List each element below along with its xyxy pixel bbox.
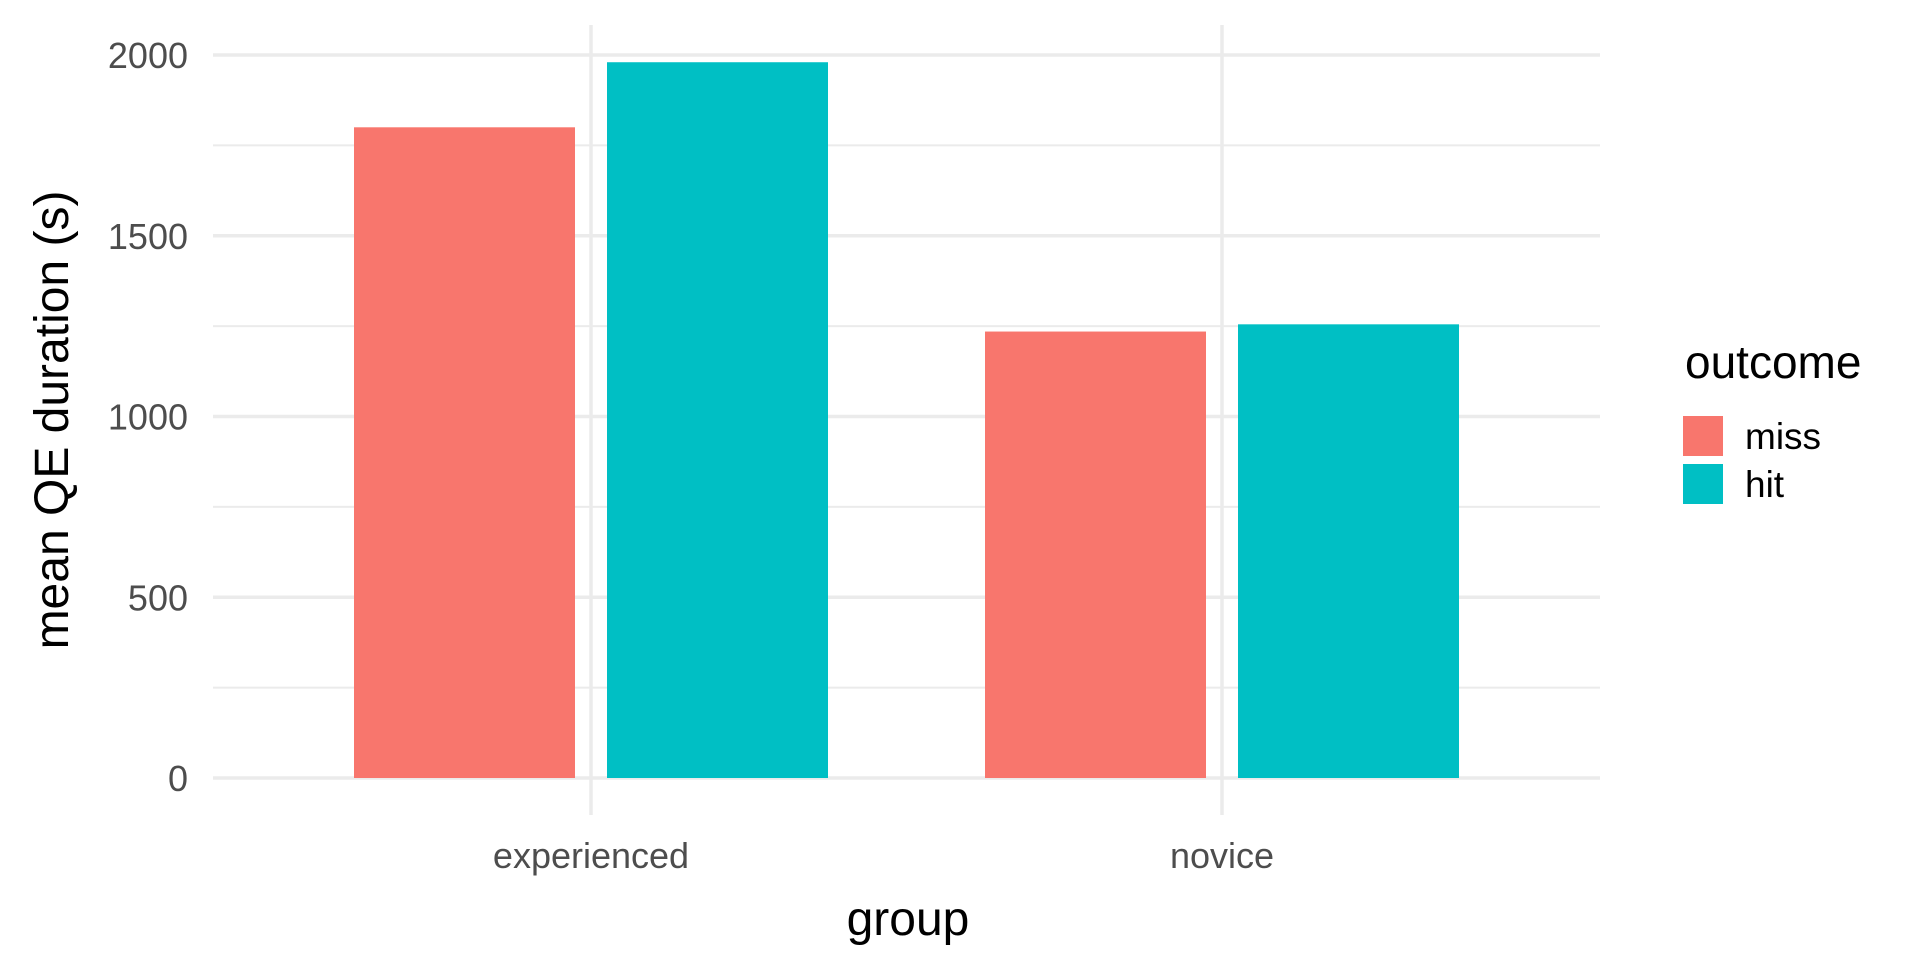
y-tick-label: 500 xyxy=(128,577,188,618)
y-axis-title: mean QE duration (s) xyxy=(26,191,79,650)
y-tick-label: 0 xyxy=(168,758,188,799)
legend-entries: miss hit xyxy=(1683,416,1821,505)
legend-key-hit xyxy=(1683,464,1723,504)
bars xyxy=(354,62,1459,779)
bar-novice-hit xyxy=(1238,324,1459,778)
legend-label-hit: hit xyxy=(1745,464,1785,505)
x-axis-ticks: experienced novice xyxy=(493,835,1274,876)
x-tick-label: experienced xyxy=(493,835,689,876)
legend-label-miss: miss xyxy=(1745,416,1821,457)
y-tick-label: 1000 xyxy=(108,397,188,438)
legend-key-miss xyxy=(1683,416,1723,456)
bar-experienced-hit xyxy=(607,62,828,779)
y-tick-label: 1500 xyxy=(108,216,188,257)
legend-title: outcome xyxy=(1685,336,1861,388)
bar-novice-miss xyxy=(985,331,1206,778)
bar-experienced-miss xyxy=(354,127,575,779)
y-axis-ticks: 0 500 1000 1500 2000 xyxy=(108,35,188,799)
y-tick-label: 2000 xyxy=(108,35,188,76)
legend: outcome miss hit xyxy=(1683,336,1861,505)
x-tick-label: novice xyxy=(1170,835,1274,876)
x-axis-title: group xyxy=(847,893,970,946)
